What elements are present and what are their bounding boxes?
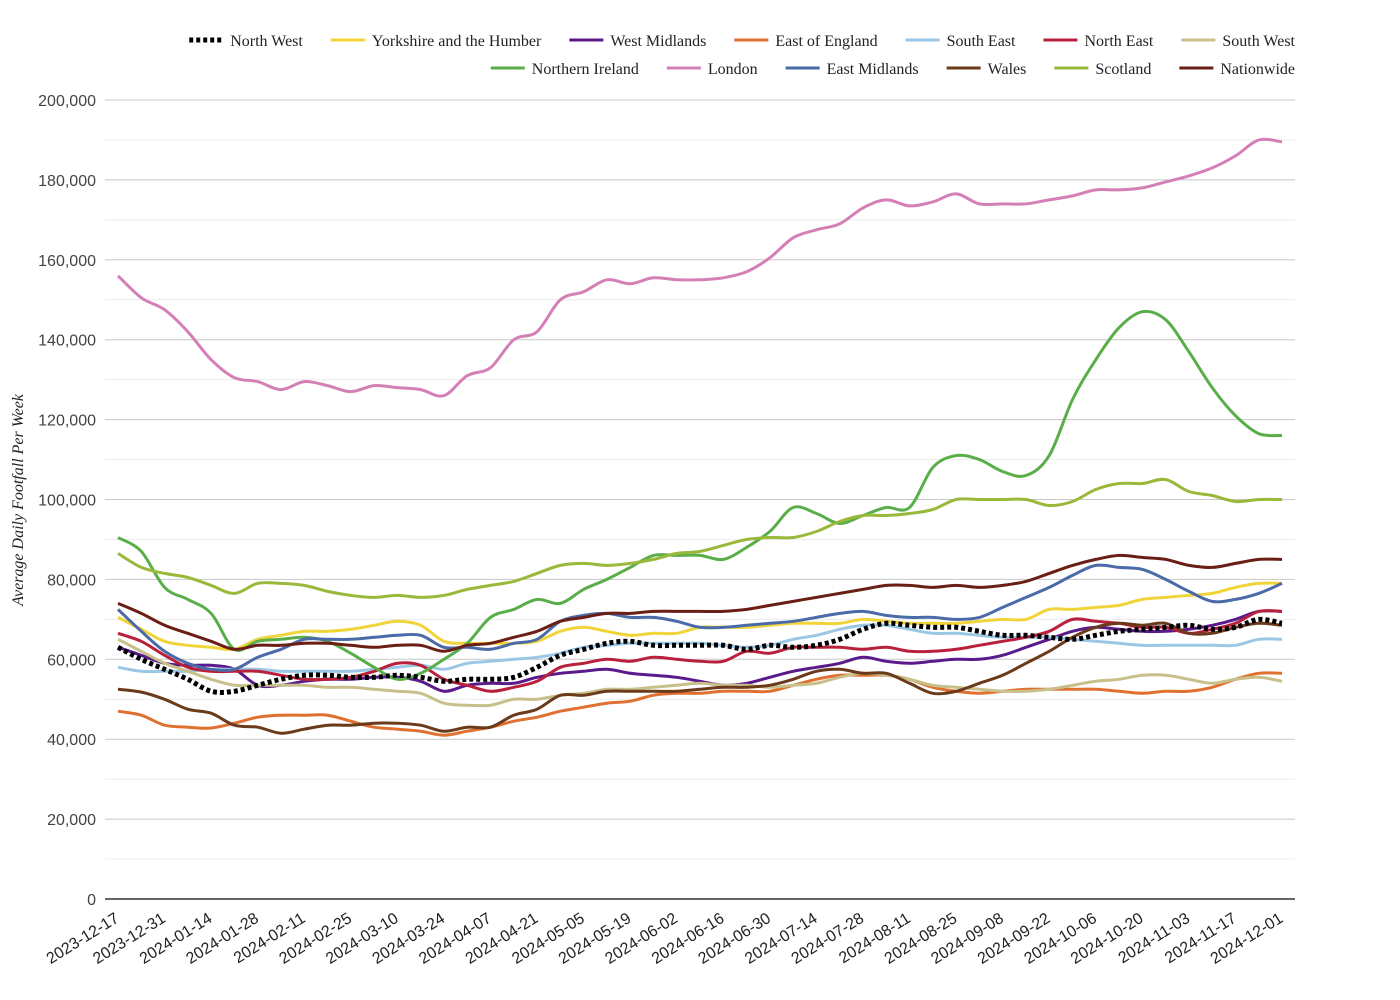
y-tick-label: 180,000 <box>38 173 96 190</box>
y-tick-label: 100,000 <box>38 493 96 510</box>
legend-item-northern-ireland: Northern Ireland <box>490 61 639 78</box>
legend-label: London <box>708 61 758 78</box>
y-tick-label: 80,000 <box>47 572 96 589</box>
legend-item-west-midlands: West Midlands <box>569 33 706 50</box>
legend-label: Wales <box>988 61 1027 78</box>
series-line-wales <box>117 621 1283 735</box>
legend-label: West Midlands <box>610 33 706 50</box>
y-tick-label: 140,000 <box>38 333 96 350</box>
y-axis-label: Average Daily Footfall Per Week <box>10 393 27 607</box>
series-line-yorkshire-and-the-humber <box>117 581 1283 652</box>
series-line-north-west <box>116 616 1283 695</box>
y-tick-label: 200,000 <box>38 93 96 110</box>
legend-item-scotland: Scotland <box>1054 61 1151 78</box>
legend-item-wales: Wales <box>946 61 1027 78</box>
legend-item-yorkshire-and-the-humber: Yorkshire and the Humber <box>330 33 542 50</box>
y-tick-label: 20,000 <box>47 812 96 829</box>
grid-lines <box>105 99 1295 860</box>
legend-label: Yorkshire and the Humber <box>372 33 542 50</box>
legend-label: East of England <box>775 33 877 50</box>
legend-item-east-of-england: East of England <box>734 33 878 50</box>
series-line-east-midlands <box>116 563 1283 672</box>
series-line-nationwide <box>117 553 1283 653</box>
legend-label: Northern Ireland <box>532 61 639 78</box>
legend-item-south-west: South West <box>1181 33 1296 50</box>
series-line-south-east <box>117 623 1283 674</box>
y-tick-label: 160,000 <box>38 253 96 270</box>
y-axis-ticks: 0 20,000 40,000 60,000 80,000 100,000 120,000 1… <box>38 93 96 909</box>
legend-item-north-west: North West <box>189 33 303 50</box>
legend: North West Yorkshire and the Humber West M… <box>189 33 1296 78</box>
series-line-scotland <box>117 477 1283 599</box>
legend-label: Scotland <box>1095 61 1151 78</box>
y-tick-label: 40,000 <box>47 732 96 749</box>
legend-label: North East <box>1084 33 1153 50</box>
y-tick-label: 60,000 <box>47 652 96 669</box>
legend-item-east-midlands: East Midlands <box>785 61 919 78</box>
series-line-london <box>116 137 1283 398</box>
legend-item-nationwide: Nationwide <box>1179 61 1295 78</box>
legend-label: North West <box>230 33 303 50</box>
legend-label: South East <box>947 33 1016 50</box>
y-tick-label: 120,000 <box>38 413 96 430</box>
series-line-north-east <box>117 609 1283 693</box>
series-line-south-west <box>117 637 1283 708</box>
legend-item-south-east: South East <box>905 33 1016 50</box>
legend-label: South West <box>1222 33 1295 50</box>
y-tick-label: 0 <box>87 892 96 909</box>
x-axis-ticks: 2023-12-172023-12-312024-01-142024-01-28… <box>44 910 1287 968</box>
series-line-east-of-england <box>117 671 1283 737</box>
series-lines <box>116 137 1283 737</box>
legend-label: East Midlands <box>827 61 919 78</box>
legend-label: Nationwide <box>1220 61 1295 78</box>
legend-item-north-east: North East <box>1043 33 1154 50</box>
legend-item-london: London <box>666 61 758 78</box>
